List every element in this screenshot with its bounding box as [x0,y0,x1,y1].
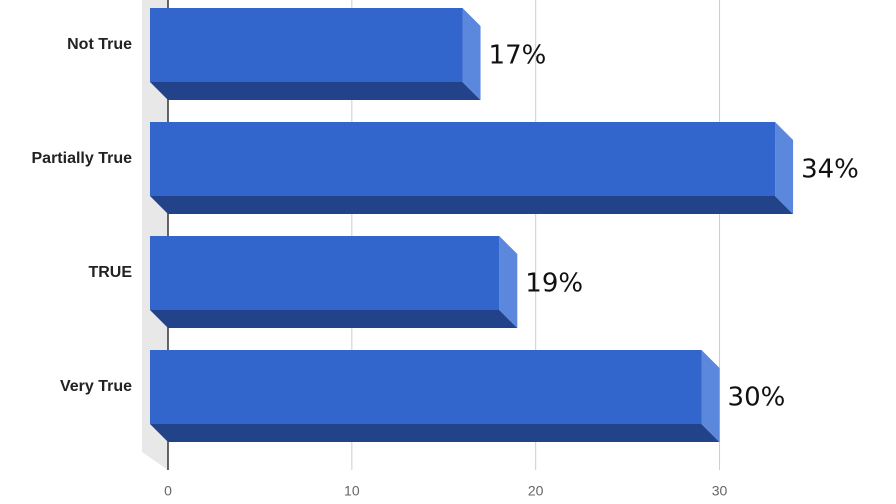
category-label: Partially True [32,150,133,167]
bar-side [701,350,720,442]
category-label: Not True [67,36,132,53]
x-tick-label: 10 [344,483,360,499]
bar [150,350,720,442]
bar-front [150,8,463,82]
value-label: 17% [489,41,547,71]
x-tick-label: 0 [164,483,172,499]
x-tick-label: 30 [712,483,728,499]
bar-front [150,350,702,424]
category-label: TRUE [88,264,132,281]
bar-bottom [150,310,518,328]
bar-side [775,122,794,214]
bar-side [462,8,481,100]
category-label: Very True [60,378,132,395]
bar-front [150,122,776,196]
bar [150,236,518,328]
x-tick-label: 20 [528,483,544,499]
bar [150,122,794,214]
bar-bottom [150,424,720,442]
value-label: 19% [525,269,583,299]
bar-bottom [150,196,794,214]
bar-front [150,236,500,310]
value-label: 30% [728,383,786,413]
bar [150,8,481,100]
bar-bottom [150,82,481,100]
bar-side [499,236,518,328]
value-label: 34% [801,155,859,185]
